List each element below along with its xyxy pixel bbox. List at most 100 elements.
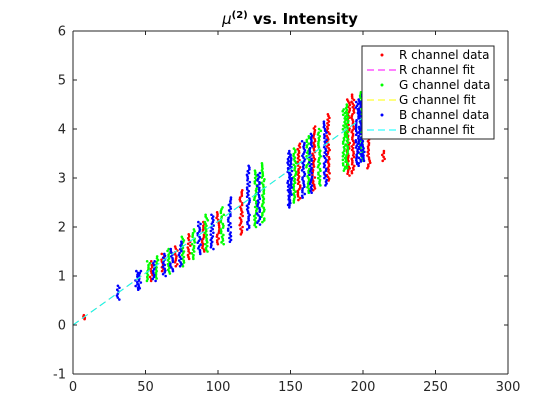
data-point: [350, 157, 354, 161]
data-point: [247, 164, 250, 168]
data-point: [382, 155, 385, 159]
data-point: [150, 265, 154, 269]
data-point: [322, 122, 326, 125]
data-point: [204, 248, 208, 251]
data-point: [163, 263, 166, 267]
data-point: [258, 171, 262, 175]
data-point: [303, 158, 307, 161]
data-point: [118, 298, 121, 301]
data-point: [258, 223, 262, 226]
data-point: [241, 201, 244, 205]
data-point: [149, 260, 153, 263]
data-point: [325, 138, 328, 142]
data-point: [161, 265, 165, 269]
data-point: [313, 137, 317, 141]
data-point: [346, 168, 350, 172]
data-point: [161, 256, 165, 259]
data-point: [153, 260, 156, 263]
data-point: [115, 288, 119, 292]
data-point: [221, 206, 224, 209]
data-point: [318, 178, 322, 182]
data-point: [383, 157, 386, 161]
data-point: [248, 213, 251, 217]
data-point: [245, 228, 249, 231]
data-point: [253, 176, 257, 180]
data-point: [186, 246, 190, 249]
data-point: [363, 150, 366, 154]
data-point: [182, 259, 186, 262]
data-point: [167, 253, 170, 257]
data-point: [307, 171, 310, 175]
data-point: [317, 171, 320, 174]
data-point: [245, 173, 249, 177]
data-point: [147, 267, 150, 271]
data-point: [180, 249, 183, 253]
data-point: [149, 269, 153, 273]
data-point: [151, 273, 154, 277]
data-point: [149, 279, 153, 283]
data-point: [248, 184, 251, 188]
data-point: [351, 113, 354, 116]
data-point: [204, 213, 207, 217]
data-point: [318, 149, 322, 153]
data-point: [229, 214, 232, 218]
data-point: [325, 125, 329, 129]
data-point: [169, 255, 173, 258]
data-point: [135, 269, 138, 273]
data-point: [310, 166, 313, 170]
data-point: [351, 137, 354, 141]
data-point: [294, 149, 297, 152]
y-tick-label: 4: [58, 123, 66, 138]
x-tick-label: 250: [423, 380, 448, 395]
data-point: [317, 131, 320, 134]
data-point: [167, 247, 170, 251]
data-point: [258, 206, 261, 210]
data-point: [220, 241, 223, 244]
data-point: [313, 125, 317, 128]
data-point: [354, 100, 358, 104]
data-point: [152, 267, 156, 271]
data-point: [322, 120, 326, 123]
data-point: [182, 250, 186, 253]
x-tick-label: 50: [137, 380, 154, 395]
data-point: [196, 232, 199, 235]
data-point: [197, 239, 201, 243]
y-tick-label: 1: [58, 270, 66, 285]
data-point: [357, 125, 361, 129]
data-point: [346, 130, 350, 134]
data-point: [202, 224, 205, 228]
data-point: [258, 182, 261, 186]
data-point: [199, 243, 202, 246]
data-point: [116, 296, 120, 299]
data-point: [351, 146, 355, 150]
data-point: [256, 184, 259, 188]
data-point: [294, 170, 298, 174]
data-point: [298, 196, 302, 200]
data-point: [319, 129, 323, 133]
data-point: [210, 240, 214, 244]
data-point: [238, 196, 242, 199]
data-point: [288, 195, 291, 198]
data-point: [310, 171, 314, 175]
y-tick-label: 3: [58, 172, 66, 187]
data-point: [292, 183, 295, 186]
data-point: [355, 118, 358, 122]
data-point: [305, 140, 309, 144]
data-point: [253, 205, 257, 209]
data-point: [343, 126, 347, 129]
data-point: [262, 206, 266, 210]
data-point: [308, 164, 312, 168]
data-point: [139, 269, 143, 273]
data-point: [308, 158, 311, 162]
data-point: [118, 286, 121, 290]
data-point: [116, 284, 120, 288]
data-point: [298, 158, 301, 162]
data-point: [261, 211, 264, 215]
legend-marker: [380, 53, 384, 57]
data-point: [169, 249, 173, 253]
data-point: [327, 146, 330, 150]
data-point: [188, 244, 192, 247]
data-point: [180, 240, 183, 243]
data-point: [219, 211, 223, 215]
data-point: [303, 141, 306, 145]
